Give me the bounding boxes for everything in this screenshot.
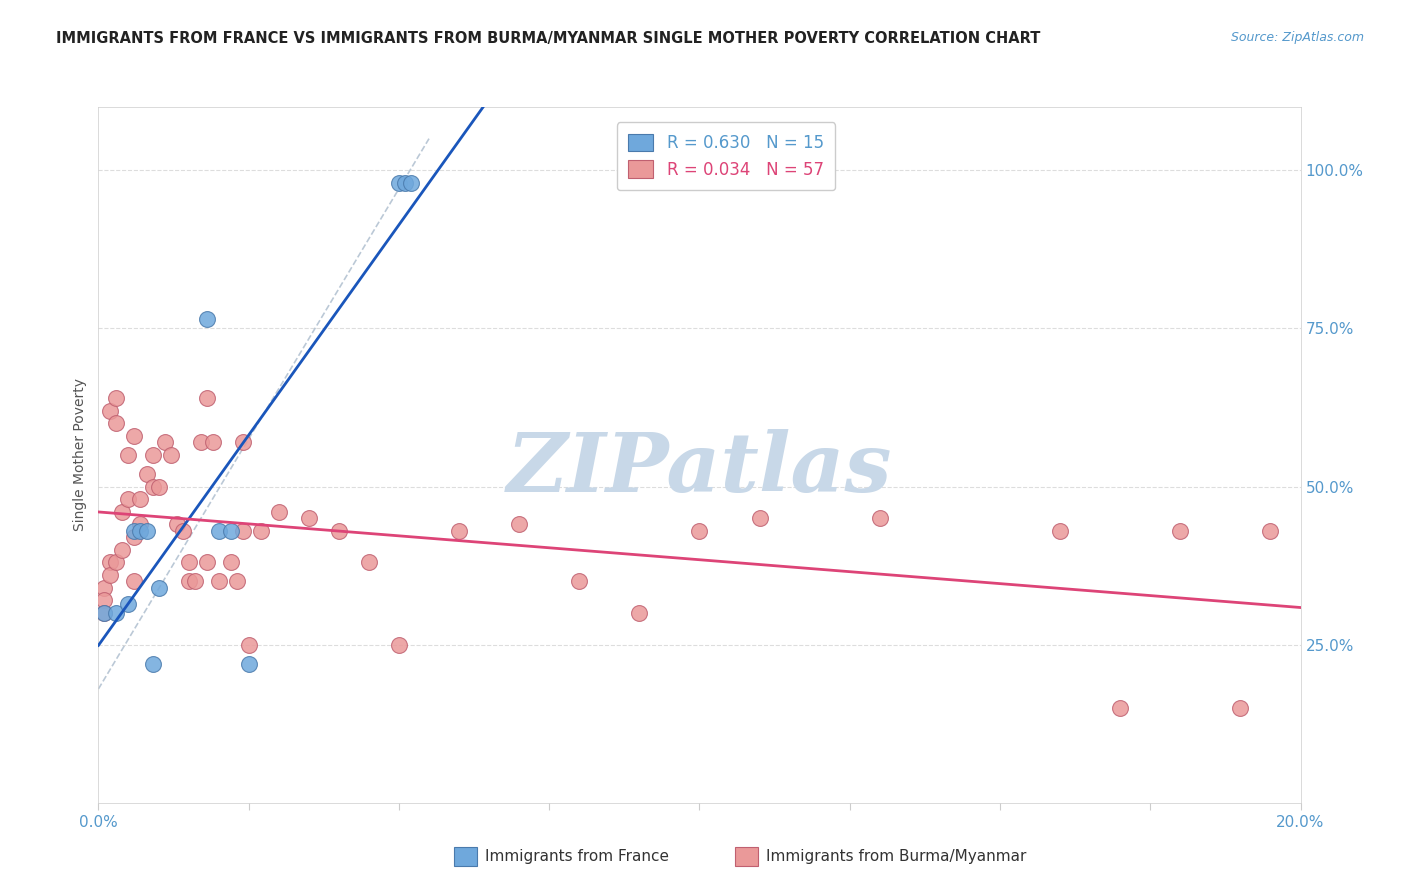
Point xyxy=(105,606,128,620)
Point xyxy=(748,511,770,525)
Point xyxy=(195,312,218,326)
Point xyxy=(208,574,231,589)
Point xyxy=(249,524,271,538)
Point xyxy=(195,391,218,405)
Point xyxy=(1260,524,1282,538)
Point xyxy=(129,524,152,538)
Point xyxy=(177,556,200,570)
Point xyxy=(135,524,157,538)
Point xyxy=(328,524,350,538)
Point xyxy=(1109,701,1132,715)
Point xyxy=(447,524,470,538)
Point xyxy=(394,176,416,190)
Point xyxy=(508,517,530,532)
Point xyxy=(100,403,122,417)
Point xyxy=(166,517,188,532)
Point xyxy=(568,574,591,589)
Point xyxy=(129,492,152,507)
Point xyxy=(195,556,218,570)
Point xyxy=(238,638,260,652)
Text: Source: ZipAtlas.com: Source: ZipAtlas.com xyxy=(1230,31,1364,45)
Point xyxy=(105,556,128,570)
Point xyxy=(399,176,422,190)
Point xyxy=(135,467,157,481)
Point xyxy=(105,417,128,431)
Point xyxy=(177,574,200,589)
Point xyxy=(124,530,146,544)
Point xyxy=(141,448,163,462)
Point xyxy=(232,435,254,450)
Point xyxy=(201,435,224,450)
Point xyxy=(388,176,411,190)
Point xyxy=(219,556,242,570)
Point xyxy=(388,638,411,652)
Point xyxy=(1170,524,1192,538)
Text: IMMIGRANTS FROM FRANCE VS IMMIGRANTS FROM BURMA/MYANMAR SINGLE MOTHER POVERTY CO: IMMIGRANTS FROM FRANCE VS IMMIGRANTS FRO… xyxy=(56,31,1040,46)
Point xyxy=(298,511,321,525)
Point xyxy=(357,556,380,570)
Point xyxy=(628,606,651,620)
Point xyxy=(1229,701,1251,715)
Point xyxy=(93,581,115,595)
Point xyxy=(141,479,163,493)
Text: Immigrants from France: Immigrants from France xyxy=(485,849,669,863)
Point xyxy=(172,524,194,538)
Point xyxy=(105,391,128,405)
Point xyxy=(124,574,146,589)
Point xyxy=(117,448,139,462)
Point xyxy=(117,492,139,507)
Point xyxy=(111,505,134,519)
Point xyxy=(124,524,146,538)
Point xyxy=(267,505,290,519)
Legend: R = 0.630   N = 15, R = 0.034   N = 57: R = 0.630 N = 15, R = 0.034 N = 57 xyxy=(617,122,835,190)
Point xyxy=(129,517,152,532)
Point xyxy=(183,574,205,589)
Point xyxy=(148,581,170,595)
Point xyxy=(689,524,711,538)
Point xyxy=(93,606,115,620)
Text: ZIPatlas: ZIPatlas xyxy=(506,429,893,508)
Text: Immigrants from Burma/Myanmar: Immigrants from Burma/Myanmar xyxy=(766,849,1026,863)
Point xyxy=(153,435,176,450)
Point xyxy=(238,657,260,671)
Point xyxy=(208,524,231,538)
Point xyxy=(869,511,891,525)
Point xyxy=(232,524,254,538)
Point xyxy=(225,574,247,589)
Point xyxy=(148,479,170,493)
Point xyxy=(93,606,115,620)
Point xyxy=(219,524,242,538)
Point xyxy=(124,429,146,443)
Point xyxy=(141,657,163,671)
Y-axis label: Single Mother Poverty: Single Mother Poverty xyxy=(73,378,87,532)
Point xyxy=(117,597,139,611)
Point xyxy=(111,542,134,557)
Point xyxy=(100,556,122,570)
Point xyxy=(190,435,212,450)
Point xyxy=(159,448,181,462)
Point xyxy=(93,593,115,607)
Point xyxy=(1049,524,1071,538)
Point xyxy=(100,568,122,582)
